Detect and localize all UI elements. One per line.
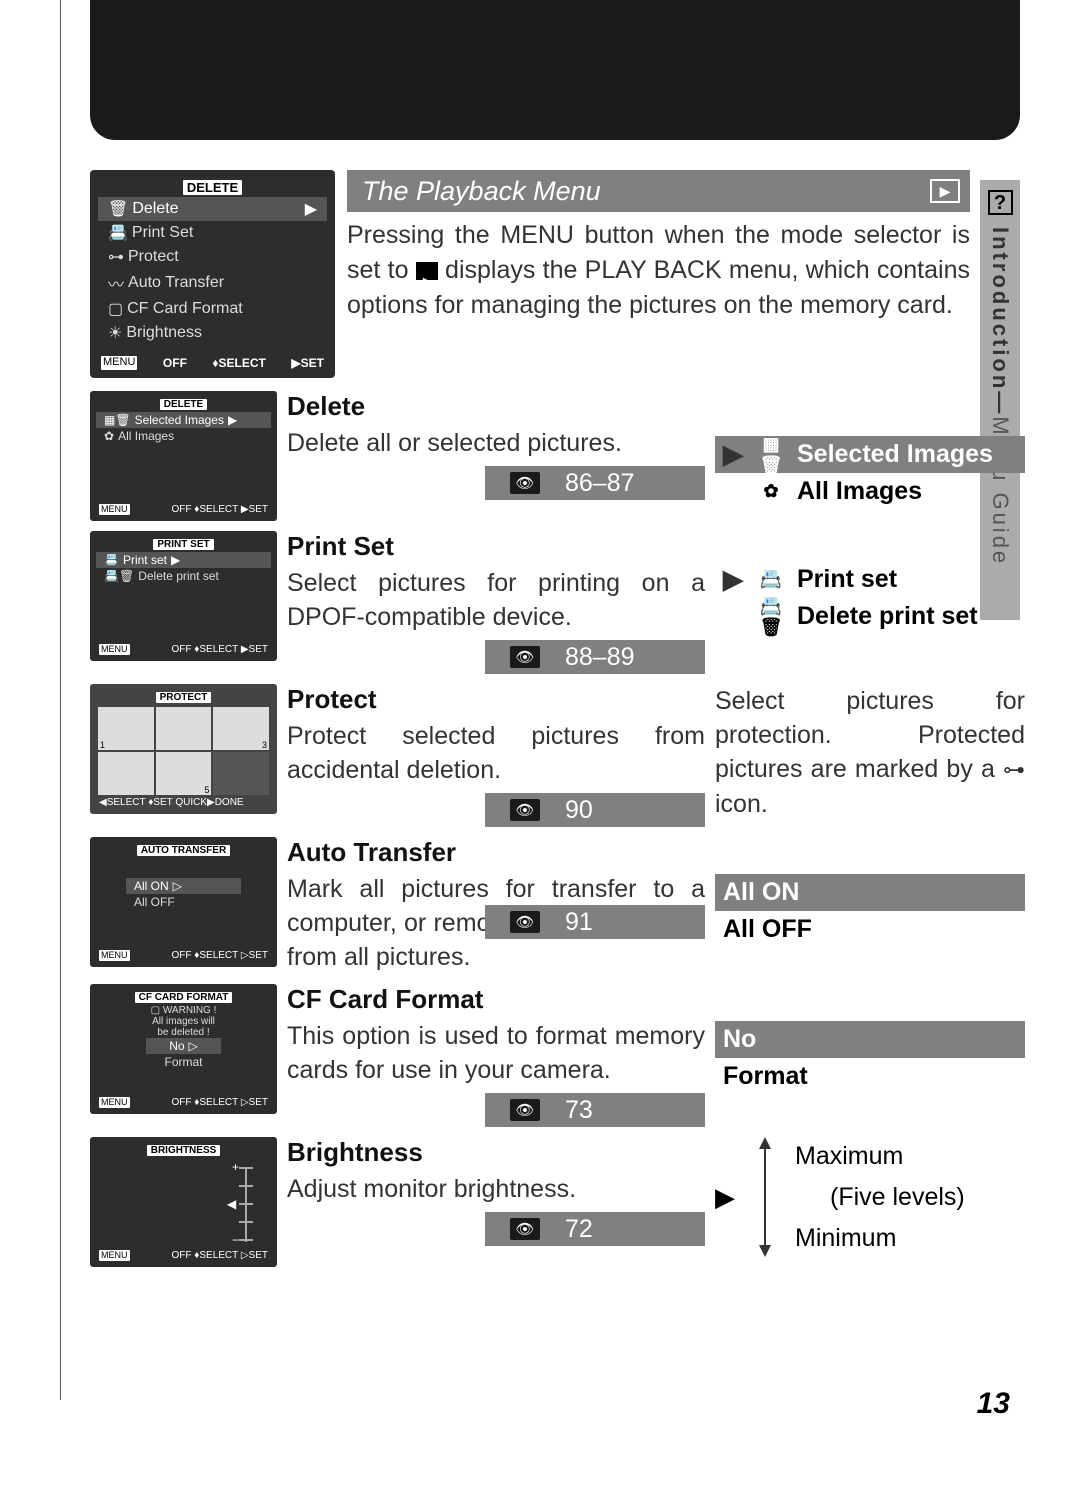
delete-desc: Delete all or selected pictures.	[287, 426, 705, 460]
intro-title: The Playback Menu	[362, 176, 601, 207]
printset-title: Print Set	[287, 531, 705, 562]
cf-desc: This option is used to format memory car…	[287, 1019, 705, 1087]
delete-pageref: 👁86–87	[485, 466, 705, 500]
section-protect: PROTECT 1 3 5 ◀SELECT ♦SET QUICK▶DONE Pr…	[90, 684, 1025, 827]
screenshot-delete: DELETE ▦🗑 Selected Images ▶ ✿ All Images…	[90, 391, 277, 521]
delete-options: ▶▦🗑Selected Images ▶✿All Images	[715, 391, 1025, 521]
bri-title: Brightness	[287, 1137, 705, 1168]
arrow-icon: ▶	[723, 439, 743, 470]
section-delete: DELETE ▦🗑 Selected Images ▶ ✿ All Images…	[90, 391, 1025, 521]
screenshot-delete-menu: DELETE 🗑 Delete ▶ 📇 Print Set ⊶ Protect …	[90, 170, 335, 378]
bri-range: ▶ Maximum (Five levels) Minimum	[715, 1137, 1025, 1267]
section-brightness: BRIGHTNESS + ◀ − MENUOFF ♦SELECT ▷SET Br…	[90, 1137, 1025, 1267]
bri-desc: Adjust monitor brightness.	[287, 1172, 705, 1206]
auto-options: All ON All OFF	[715, 837, 1025, 974]
screenshot-auto: AUTO TRANSFER All ON ▷ All OFF MENUOFF ♦…	[90, 837, 277, 967]
printset-options: ▶📇Print set ▶📇🗑Delete print set	[715, 531, 1025, 674]
intro-text: Pressing the MENU button when the mode s…	[347, 218, 970, 323]
protect-title: Protect	[287, 684, 705, 715]
auto-pageref: 👁91	[485, 905, 705, 939]
cf-pageref: 👁73	[485, 1093, 705, 1127]
range-arrow-icon	[755, 1137, 775, 1257]
arrow-icon: ▶	[723, 564, 743, 595]
eye-icon: 👁	[510, 1099, 540, 1121]
playback-inline-icon	[416, 262, 438, 280]
playback-icon: ▶	[930, 179, 960, 203]
eye-icon: 👁	[510, 646, 540, 668]
cf-options: No Format	[715, 984, 1025, 1127]
screenshot-cf: CF CARD FORMAT ▢ WARNING ! All images wi…	[90, 984, 277, 1114]
protect-pageref: 👁90	[485, 793, 705, 827]
auto-title: Auto Transfer	[287, 837, 705, 868]
screenshot-printset: PRINT SET 📇 Print set ▶ 📇🗑 Delete print …	[90, 531, 277, 661]
eye-icon: 👁	[510, 472, 540, 494]
bri-pageref: 👁72	[485, 1212, 705, 1246]
protect-desc: Protect selected pictures from accidenta…	[287, 719, 705, 787]
intro-header: The Playback Menu ▶	[347, 170, 970, 212]
eye-icon: 👁	[510, 911, 540, 933]
main-content: DELETE 🗑 Delete ▶ 📇 Print Set ⊶ Protect …	[90, 170, 1025, 1277]
screenshot-protect: PROTECT 1 3 5 ◀SELECT ♦SET QUICK▶DONE	[90, 684, 277, 814]
key-icon: ⊶	[1003, 753, 1025, 787]
cf-title: CF Card Format	[287, 984, 705, 1015]
printset-desc: Select pictures for printing on a DPOF-c…	[287, 566, 705, 634]
top-preview-block	[90, 0, 1020, 140]
screenshot-brightness: BRIGHTNESS + ◀ − MENUOFF ♦SELECT ▷SET	[90, 1137, 277, 1267]
delete-title: Delete	[287, 391, 705, 422]
protect-right-desc: Select pictures for protection. Protecte…	[715, 684, 1025, 827]
left-edge-line	[60, 0, 61, 1400]
section-cf: CF CARD FORMAT ▢ WARNING ! All images wi…	[90, 984, 1025, 1127]
printset-pageref: 👁88–89	[485, 640, 705, 674]
intro-row: DELETE 🗑 Delete ▶ 📇 Print Set ⊶ Protect …	[90, 170, 1025, 378]
eye-icon: 👁	[510, 1218, 540, 1240]
section-printset: PRINT SET 📇 Print set ▶ 📇🗑 Delete print …	[90, 531, 1025, 674]
section-auto: AUTO TRANSFER All ON ▷ All OFF MENUOFF ♦…	[90, 837, 1025, 974]
page-number: 13	[977, 1387, 1010, 1421]
eye-icon: 👁	[510, 799, 540, 821]
